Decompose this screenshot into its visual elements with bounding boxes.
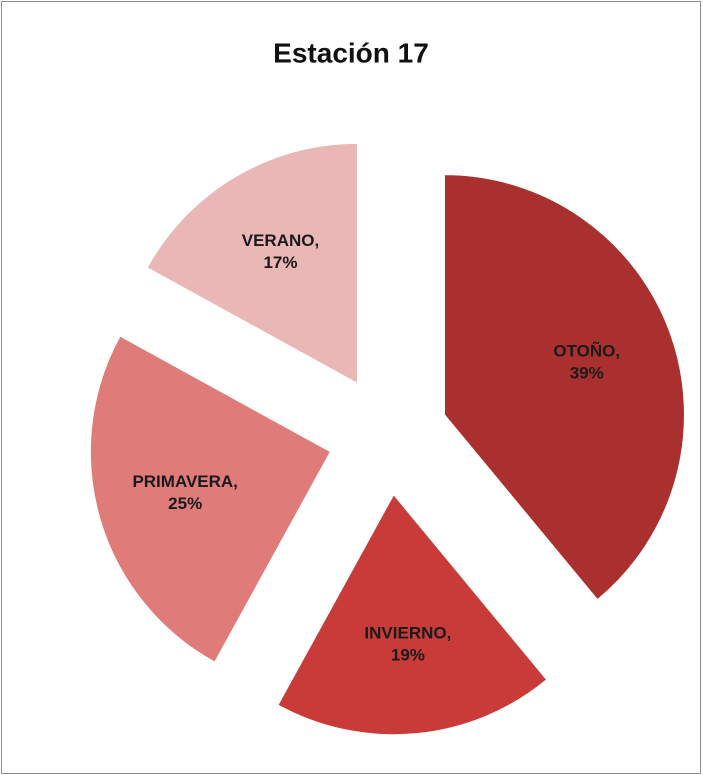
data-label: OTOÑO, 39% [553, 341, 620, 383]
data-label: VERANO, 17% [242, 232, 319, 273]
pie-slice [277, 493, 548, 736]
data-label: INVIERNO, 19% [364, 624, 451, 665]
chart-title: Estación 17 [273, 37, 429, 68]
pie-slice [443, 174, 685, 601]
pie-slice [146, 142, 358, 385]
data-label: PRIMAVERA, 25% [132, 472, 237, 513]
pie-slice [89, 335, 332, 663]
